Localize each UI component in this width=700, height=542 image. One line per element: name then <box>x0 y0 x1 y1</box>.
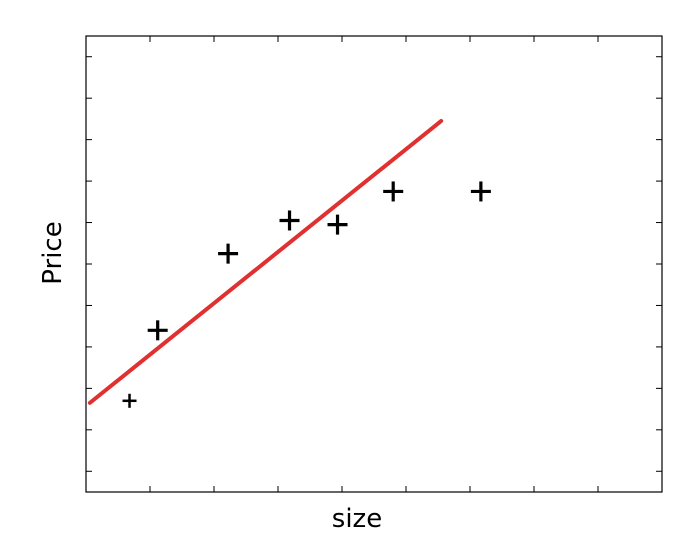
data-point <box>327 214 348 235</box>
data-point <box>383 181 404 202</box>
data-point <box>147 320 168 341</box>
data-point <box>470 181 491 202</box>
axis-ticks <box>86 36 662 492</box>
data-point <box>122 393 137 408</box>
data-point <box>279 210 300 231</box>
data-point <box>218 243 239 264</box>
plot-frame <box>85 35 663 493</box>
y-axis-label: Price <box>38 221 68 284</box>
data-points <box>122 181 491 408</box>
regression-line <box>87 118 444 405</box>
x-axis-label: size <box>332 504 382 534</box>
